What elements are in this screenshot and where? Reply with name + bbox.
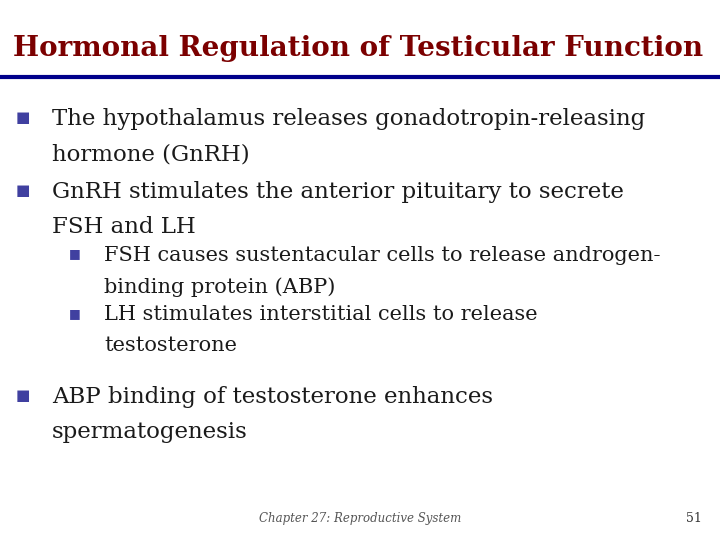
Text: The hypothalamus releases gonadotropin-releasing: The hypothalamus releases gonadotropin-r… (52, 108, 645, 130)
Text: Chapter 27: Reproductive System: Chapter 27: Reproductive System (259, 512, 461, 525)
Text: testosterone: testosterone (104, 336, 238, 355)
Text: ■: ■ (68, 247, 80, 260)
Text: 51: 51 (686, 512, 702, 525)
Text: FSH causes sustentacular cells to release androgen-: FSH causes sustentacular cells to releas… (104, 246, 661, 265)
Text: FSH and LH: FSH and LH (52, 216, 196, 238)
Text: hormone (GnRH): hormone (GnRH) (52, 143, 249, 165)
Text: Hormonal Regulation of Testicular Function: Hormonal Regulation of Testicular Functi… (13, 35, 703, 62)
Text: ■: ■ (16, 110, 30, 125)
Text: binding protein (ABP): binding protein (ABP) (104, 277, 336, 296)
Text: ■: ■ (16, 183, 30, 198)
Text: GnRH stimulates the anterior pituitary to secrete: GnRH stimulates the anterior pituitary t… (52, 181, 624, 203)
Text: spermatogenesis: spermatogenesis (52, 421, 248, 443)
Text: LH stimulates interstitial cells to release: LH stimulates interstitial cells to rele… (104, 305, 538, 324)
Text: ■: ■ (16, 388, 30, 403)
Text: ■: ■ (68, 307, 80, 320)
Text: ABP binding of testosterone enhances: ABP binding of testosterone enhances (52, 386, 492, 408)
